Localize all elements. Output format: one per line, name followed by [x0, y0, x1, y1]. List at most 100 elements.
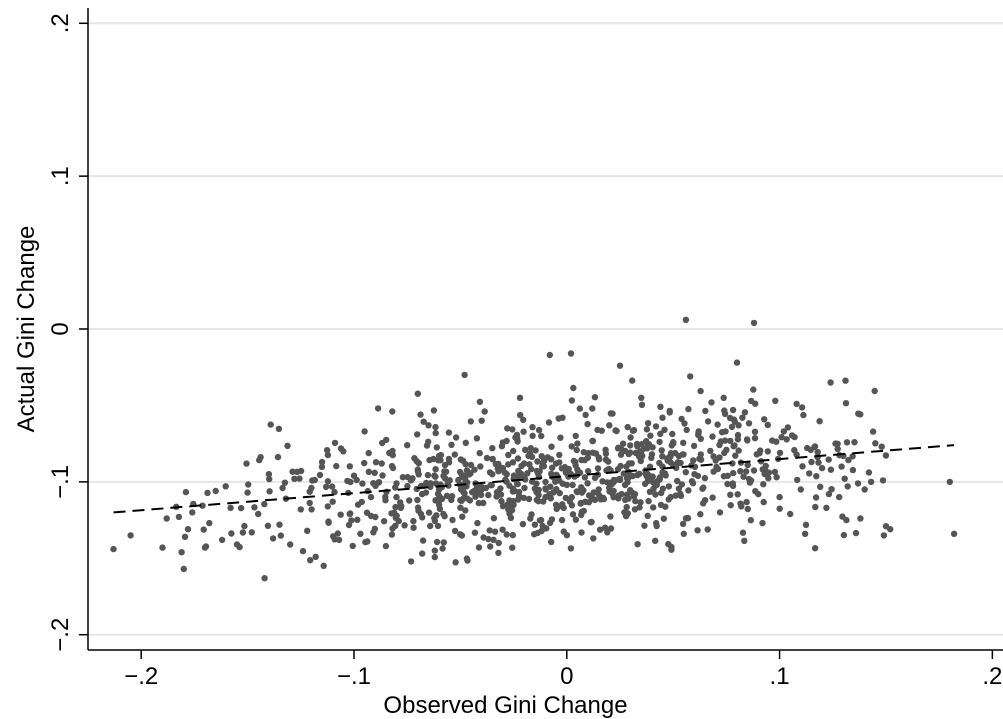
data-point — [277, 532, 284, 539]
data-point — [535, 426, 543, 434]
data-point — [539, 463, 546, 470]
data-point — [555, 503, 562, 510]
data-point — [716, 509, 724, 516]
data-point — [572, 432, 579, 440]
data-point — [534, 458, 541, 465]
data-point — [560, 504, 567, 512]
data-point — [872, 440, 879, 447]
data-point — [609, 478, 616, 486]
data-point — [672, 492, 679, 499]
data-point — [441, 475, 449, 482]
data-point — [804, 444, 811, 452]
data-point — [561, 463, 569, 471]
data-point — [526, 461, 533, 468]
data-point — [793, 400, 800, 408]
data-point — [461, 371, 468, 379]
data-point — [578, 456, 585, 464]
data-point — [718, 429, 726, 436]
data-point — [410, 524, 417, 531]
data-point — [797, 486, 804, 493]
data-point — [743, 498, 750, 506]
data-point — [599, 478, 606, 485]
data-point — [318, 458, 326, 466]
data-point — [574, 488, 581, 496]
data-point — [680, 530, 687, 537]
data-point — [493, 493, 500, 500]
data-point — [404, 482, 411, 490]
data-point — [367, 493, 375, 501]
data-point — [644, 470, 651, 478]
data-point — [457, 504, 464, 511]
data-point — [682, 316, 690, 323]
data-point — [525, 495, 533, 503]
data-point — [175, 513, 183, 521]
data-point — [801, 530, 809, 537]
data-point — [619, 440, 627, 447]
data-point — [281, 479, 289, 486]
data-point — [834, 440, 841, 447]
data-point — [595, 456, 603, 463]
data-point — [459, 513, 466, 520]
data-point — [419, 537, 427, 544]
data-point — [617, 451, 625, 458]
data-point — [734, 436, 742, 443]
data-point — [451, 527, 459, 535]
data-point — [393, 493, 400, 501]
data-point — [480, 534, 487, 541]
data-point — [704, 526, 711, 533]
data-point — [495, 539, 502, 547]
y-axis-ticks: −.2 −.1 0 .1 .2 — [47, 13, 88, 652]
data-point — [597, 496, 605, 503]
data-point — [631, 490, 639, 498]
data-point — [371, 469, 378, 476]
data-point — [353, 476, 360, 484]
data-point — [744, 505, 751, 513]
data-point — [206, 519, 213, 527]
data-point — [514, 496, 522, 503]
data-point — [443, 492, 451, 499]
data-point — [759, 519, 766, 527]
data-point — [392, 522, 399, 529]
data-point — [318, 463, 326, 471]
data-point — [433, 444, 440, 451]
data-point — [840, 531, 848, 539]
data-point — [735, 447, 742, 454]
data-point — [604, 529, 611, 536]
data-point — [650, 504, 657, 511]
data-point — [731, 442, 738, 449]
data-point — [569, 481, 576, 489]
data-point — [557, 434, 564, 441]
data-point — [604, 479, 611, 486]
data-point — [435, 457, 442, 464]
data-point — [331, 439, 339, 447]
data-point — [467, 461, 475, 469]
data-point — [180, 565, 187, 573]
data-point — [849, 466, 857, 474]
data-point — [764, 421, 771, 429]
data-point — [656, 438, 663, 446]
data-point — [159, 544, 166, 551]
data-point — [398, 503, 405, 510]
data-point — [459, 473, 466, 481]
data-point — [243, 460, 250, 467]
data-point — [532, 447, 539, 454]
data-point — [677, 492, 685, 499]
data-point — [331, 488, 338, 496]
data-point — [812, 494, 820, 501]
data-point — [823, 504, 830, 511]
data-point — [388, 510, 395, 517]
data-point — [570, 384, 577, 392]
data-point — [189, 509, 196, 516]
data-point — [325, 519, 332, 526]
data-point — [687, 373, 694, 380]
data-point — [549, 464, 556, 471]
data-point — [227, 504, 234, 511]
data-point — [577, 499, 585, 507]
data-point — [714, 421, 721, 428]
x-tick-label: −.1 — [337, 663, 371, 690]
data-point — [574, 440, 581, 447]
data-point — [548, 538, 555, 546]
data-point — [245, 481, 252, 488]
data-point — [627, 487, 634, 494]
data-point — [629, 377, 636, 384]
